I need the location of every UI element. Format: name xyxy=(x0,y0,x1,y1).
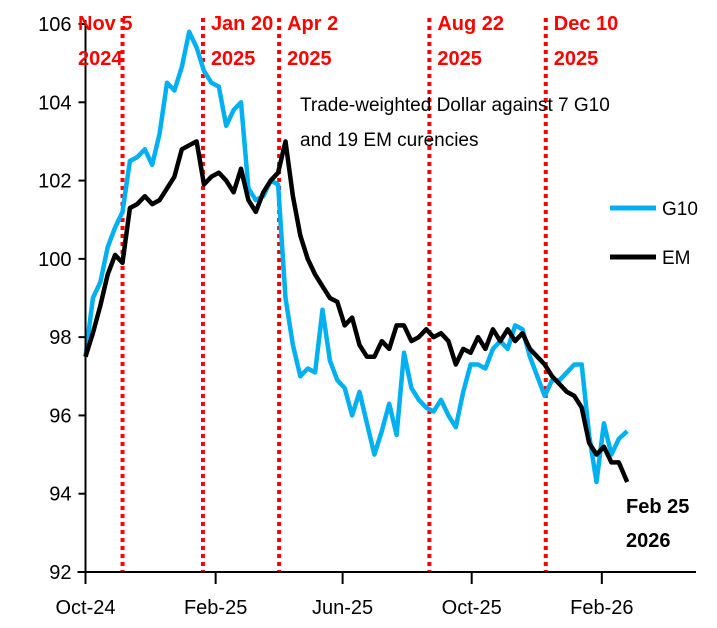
series-line-g10 xyxy=(83,29,629,485)
x-tick-label: Oct-24 xyxy=(55,597,115,619)
y-tick-labels: 92 94 96 98 100 102 104 106 xyxy=(38,14,71,584)
axes xyxy=(77,20,696,584)
x-tick-label: Jun-25 xyxy=(312,597,373,619)
annotation-line1: Trade-weighted Dollar against 7 G10 xyxy=(300,95,610,116)
x-tick-label: Feb-26 xyxy=(570,597,633,619)
end-label-line1: Feb 25 xyxy=(626,496,689,518)
event-label-line2: 2025 xyxy=(554,48,599,70)
y-tick-label: 96 xyxy=(49,405,71,427)
series-line-em xyxy=(83,139,630,483)
x-tick-label: Oct-25 xyxy=(442,597,502,619)
event-labels: Nov 5 2024 Jan 20 2025 Apr 2 2025 Aug 22 2025 De… xyxy=(78,13,618,70)
y-tick-label: 100 xyxy=(38,249,71,271)
y-tick-label: 98 xyxy=(49,327,71,349)
event-label-line1: Dec 10 xyxy=(554,13,619,35)
y-tick-label: 92 xyxy=(49,562,71,584)
y-tick-label: 102 xyxy=(38,171,71,193)
legend: G10 EM xyxy=(610,199,698,269)
event-label-line2: 2025 xyxy=(287,48,332,70)
legend-label-g10: G10 xyxy=(662,199,698,220)
event-label-line1: Nov 5 xyxy=(78,13,132,35)
event-label-line1: Apr 2 xyxy=(287,13,338,35)
end-label-line2: 2026 xyxy=(626,530,671,552)
event-label-line2: 2024 xyxy=(78,48,123,70)
y-tick-label: 104 xyxy=(38,92,71,114)
y-tick-label: 94 xyxy=(49,484,71,506)
event-label-line2: 2025 xyxy=(437,48,482,70)
x-tick-labels: Oct-24 Feb-25 Jun-25 Oct-25 Feb-26 xyxy=(55,597,633,619)
event-label-line1: Jan 20 xyxy=(211,13,273,35)
event-label-line1: Aug 22 xyxy=(437,13,504,35)
legend-label-em: EM xyxy=(662,248,691,269)
event-label-line2: 2025 xyxy=(211,48,256,70)
series-lines xyxy=(83,29,630,485)
y-tick-label: 106 xyxy=(38,14,71,36)
x-tick-label: Feb-25 xyxy=(184,597,247,619)
annotation-line2: and 19 EM curencies xyxy=(300,130,479,151)
